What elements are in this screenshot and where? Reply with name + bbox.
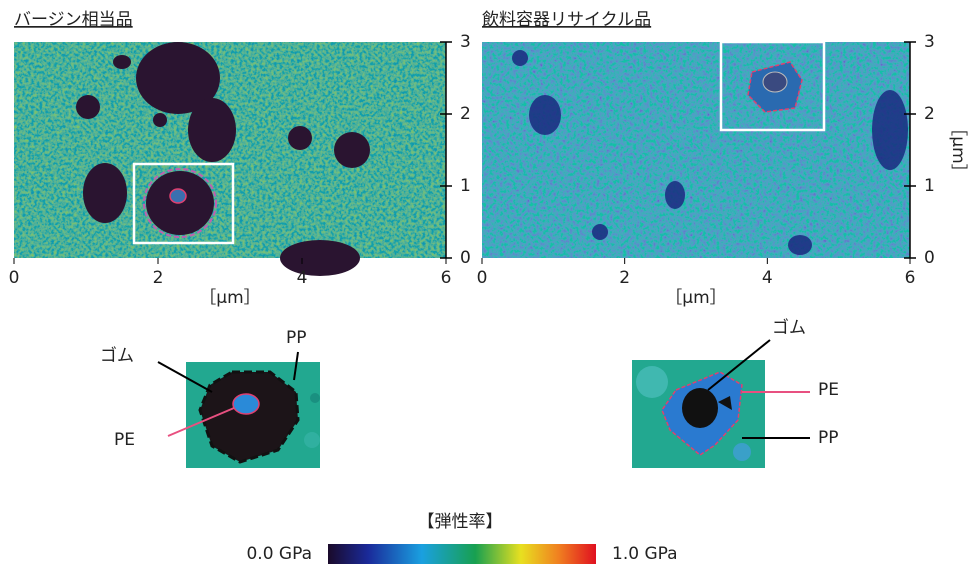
x-tick-label: 2 [619,268,630,288]
afm-image [14,42,446,276]
panel-title: 飲料容器リサイクル品 [482,10,651,30]
annotation: PP [818,428,839,448]
colorbar-title: 【弾性率】 [418,512,503,532]
annotation: PE [114,430,135,450]
colorbar-min: 0.0 GPa [246,544,312,564]
y-tick-label: 1 [460,176,471,196]
x-tick-label: 0 [477,268,488,288]
annotation: ゴム [772,317,806,338]
annotation: PE [818,380,839,400]
x-tick-label: 6 [905,268,916,288]
annotation: PP [286,328,307,348]
schematic [632,340,810,468]
x-axis-label: ［μm］ [665,288,726,308]
y-tick-label: 3 [460,32,471,52]
x-tick-label: 4 [297,268,308,288]
y-tick-label: 2 [460,104,471,124]
colorbar [328,544,596,564]
x-tick-label: 0 [9,268,20,288]
y-tick-label: 0 [460,248,471,268]
y-axis-label: ［μm］ [948,119,968,180]
x-tick-label: 2 [153,268,164,288]
x-tick-label: 4 [762,268,773,288]
y-tick-label: 0 [924,248,935,268]
afm-image [482,42,910,258]
figure: バージン相当品 飲料容器リサイクル品 ［μm］ ［μm］ ［μm］ ゴム PP … [0,0,970,570]
schematic [158,352,320,468]
annotation: ゴム [100,345,134,366]
panel-title: バージン相当品 [14,10,133,30]
y-tick-label: 1 [924,176,935,196]
y-tick-label: 3 [924,32,935,52]
y-tick-label: 2 [924,104,935,124]
x-axis-label: ［μm］ [199,288,260,308]
x-tick-label: 6 [441,268,452,288]
colorbar-max: 1.0 GPa [612,544,678,564]
